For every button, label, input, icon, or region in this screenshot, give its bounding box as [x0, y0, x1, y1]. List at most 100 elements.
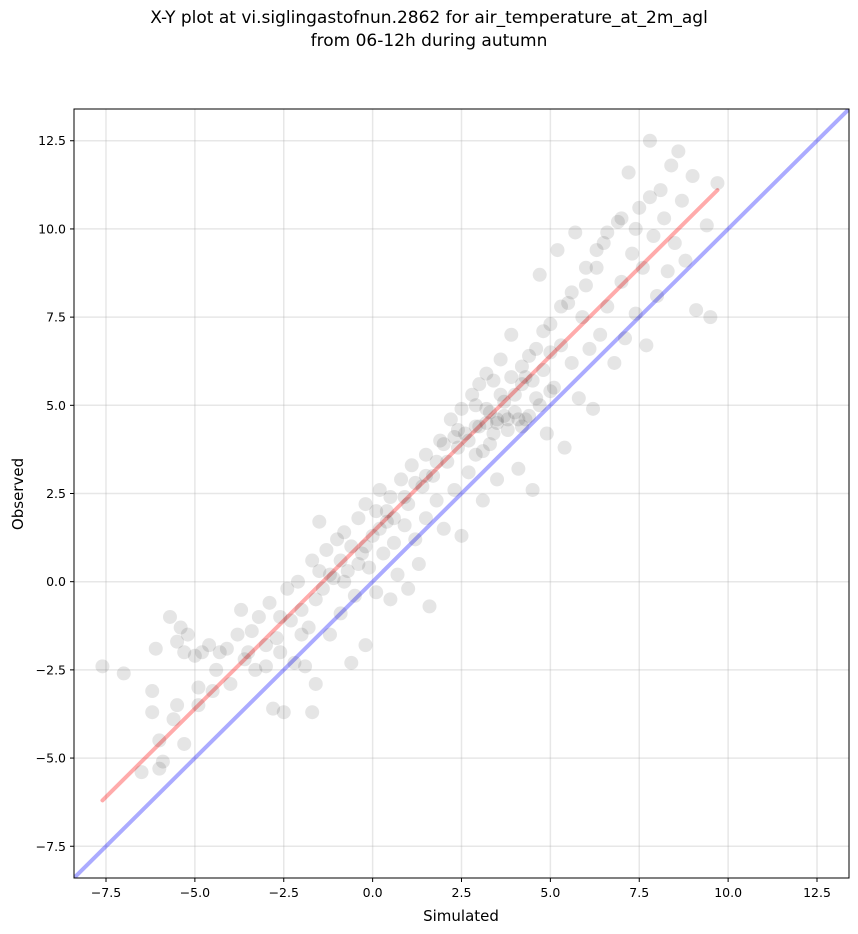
- data-point: [586, 401, 601, 416]
- data-point: [514, 377, 529, 392]
- data-point: [351, 511, 366, 526]
- data-point: [571, 391, 586, 406]
- data-point: [607, 355, 622, 370]
- data-point: [529, 341, 544, 356]
- data-point: [507, 387, 522, 402]
- data-point: [475, 444, 490, 459]
- x-tick-label: −5.0: [180, 885, 210, 900]
- data-point: [610, 214, 625, 229]
- data-point: [653, 183, 668, 198]
- data-point: [621, 165, 636, 180]
- data-point: [685, 169, 700, 184]
- data-point: [202, 638, 217, 653]
- data-point: [358, 497, 373, 512]
- data-point: [251, 609, 266, 624]
- data-point: [539, 426, 554, 441]
- data-point: [166, 712, 181, 727]
- data-point: [401, 497, 416, 512]
- data-point: [479, 366, 494, 381]
- data-point: [209, 662, 224, 677]
- data-point: [667, 236, 682, 251]
- data-point: [554, 338, 569, 353]
- data-point: [522, 408, 537, 423]
- data-point: [418, 468, 433, 483]
- data-point: [187, 648, 202, 663]
- data-point: [372, 521, 387, 536]
- data-point: [472, 419, 487, 434]
- data-point: [482, 405, 497, 420]
- data-point: [287, 655, 302, 670]
- data-point: [440, 454, 455, 469]
- data-point: [294, 627, 309, 642]
- data-point: [180, 627, 195, 642]
- data-point: [155, 754, 170, 769]
- data-point: [422, 599, 437, 614]
- identity-line: [74, 109, 849, 878]
- data-point: [383, 490, 398, 505]
- data-point: [269, 631, 284, 646]
- data-point: [258, 638, 273, 653]
- data-point: [408, 532, 423, 547]
- data-point: [436, 521, 451, 536]
- data-point: [657, 211, 672, 226]
- data-point: [493, 352, 508, 367]
- data-point: [305, 553, 320, 568]
- data-point: [525, 482, 540, 497]
- data-point: [632, 200, 647, 215]
- data-point: [362, 560, 377, 575]
- data-point: [458, 426, 473, 441]
- data-point: [262, 595, 277, 610]
- data-point: [241, 645, 256, 660]
- data-point: [369, 504, 384, 519]
- y-tick-label: 5.0: [46, 398, 66, 413]
- data-point: [162, 609, 177, 624]
- x-tick-label: 7.5: [629, 885, 649, 900]
- data-point: [447, 430, 462, 445]
- data-point: [301, 620, 316, 635]
- y-tick-label: 12.5: [38, 133, 66, 148]
- data-point: [504, 370, 519, 385]
- data-point: [173, 620, 188, 635]
- data-point: [642, 133, 657, 148]
- x-tick-label: 10.0: [714, 885, 742, 900]
- data-point: [145, 705, 160, 720]
- data-point: [674, 193, 689, 208]
- data-point: [635, 260, 650, 275]
- x-tick-label: 2.5: [452, 885, 472, 900]
- data-point: [518, 370, 533, 385]
- data-point: [497, 394, 512, 409]
- data-point: [578, 278, 593, 293]
- data-point: [461, 465, 476, 480]
- data-point: [564, 285, 579, 300]
- data-point: [454, 401, 469, 416]
- data-point: [450, 440, 465, 455]
- data-point: [522, 348, 537, 363]
- data-point: [543, 384, 558, 399]
- data-point: [646, 228, 661, 243]
- data-point: [276, 705, 291, 720]
- data-point: [582, 341, 597, 356]
- data-point: [205, 684, 220, 699]
- chart-title-line-2: from 06-12h during autumn: [310, 31, 548, 51]
- data-point: [386, 535, 401, 550]
- data-point: [134, 765, 149, 780]
- data-point: [379, 504, 394, 519]
- data-point: [710, 176, 725, 191]
- data-point: [500, 412, 515, 427]
- data-point: [465, 387, 480, 402]
- data-point: [365, 528, 380, 543]
- data-point: [532, 267, 547, 282]
- data-point: [568, 225, 583, 240]
- data-point: [628, 221, 643, 236]
- data-point: [347, 588, 362, 603]
- data-point: [564, 355, 579, 370]
- data-points: [95, 133, 725, 780]
- data-point: [372, 482, 387, 497]
- data-point: [397, 518, 412, 533]
- data-point: [337, 574, 352, 589]
- data-point: [397, 490, 412, 505]
- data-point: [511, 461, 526, 476]
- data-point: [394, 472, 409, 487]
- data-point: [340, 564, 355, 579]
- x-tick-label: −7.5: [91, 885, 121, 900]
